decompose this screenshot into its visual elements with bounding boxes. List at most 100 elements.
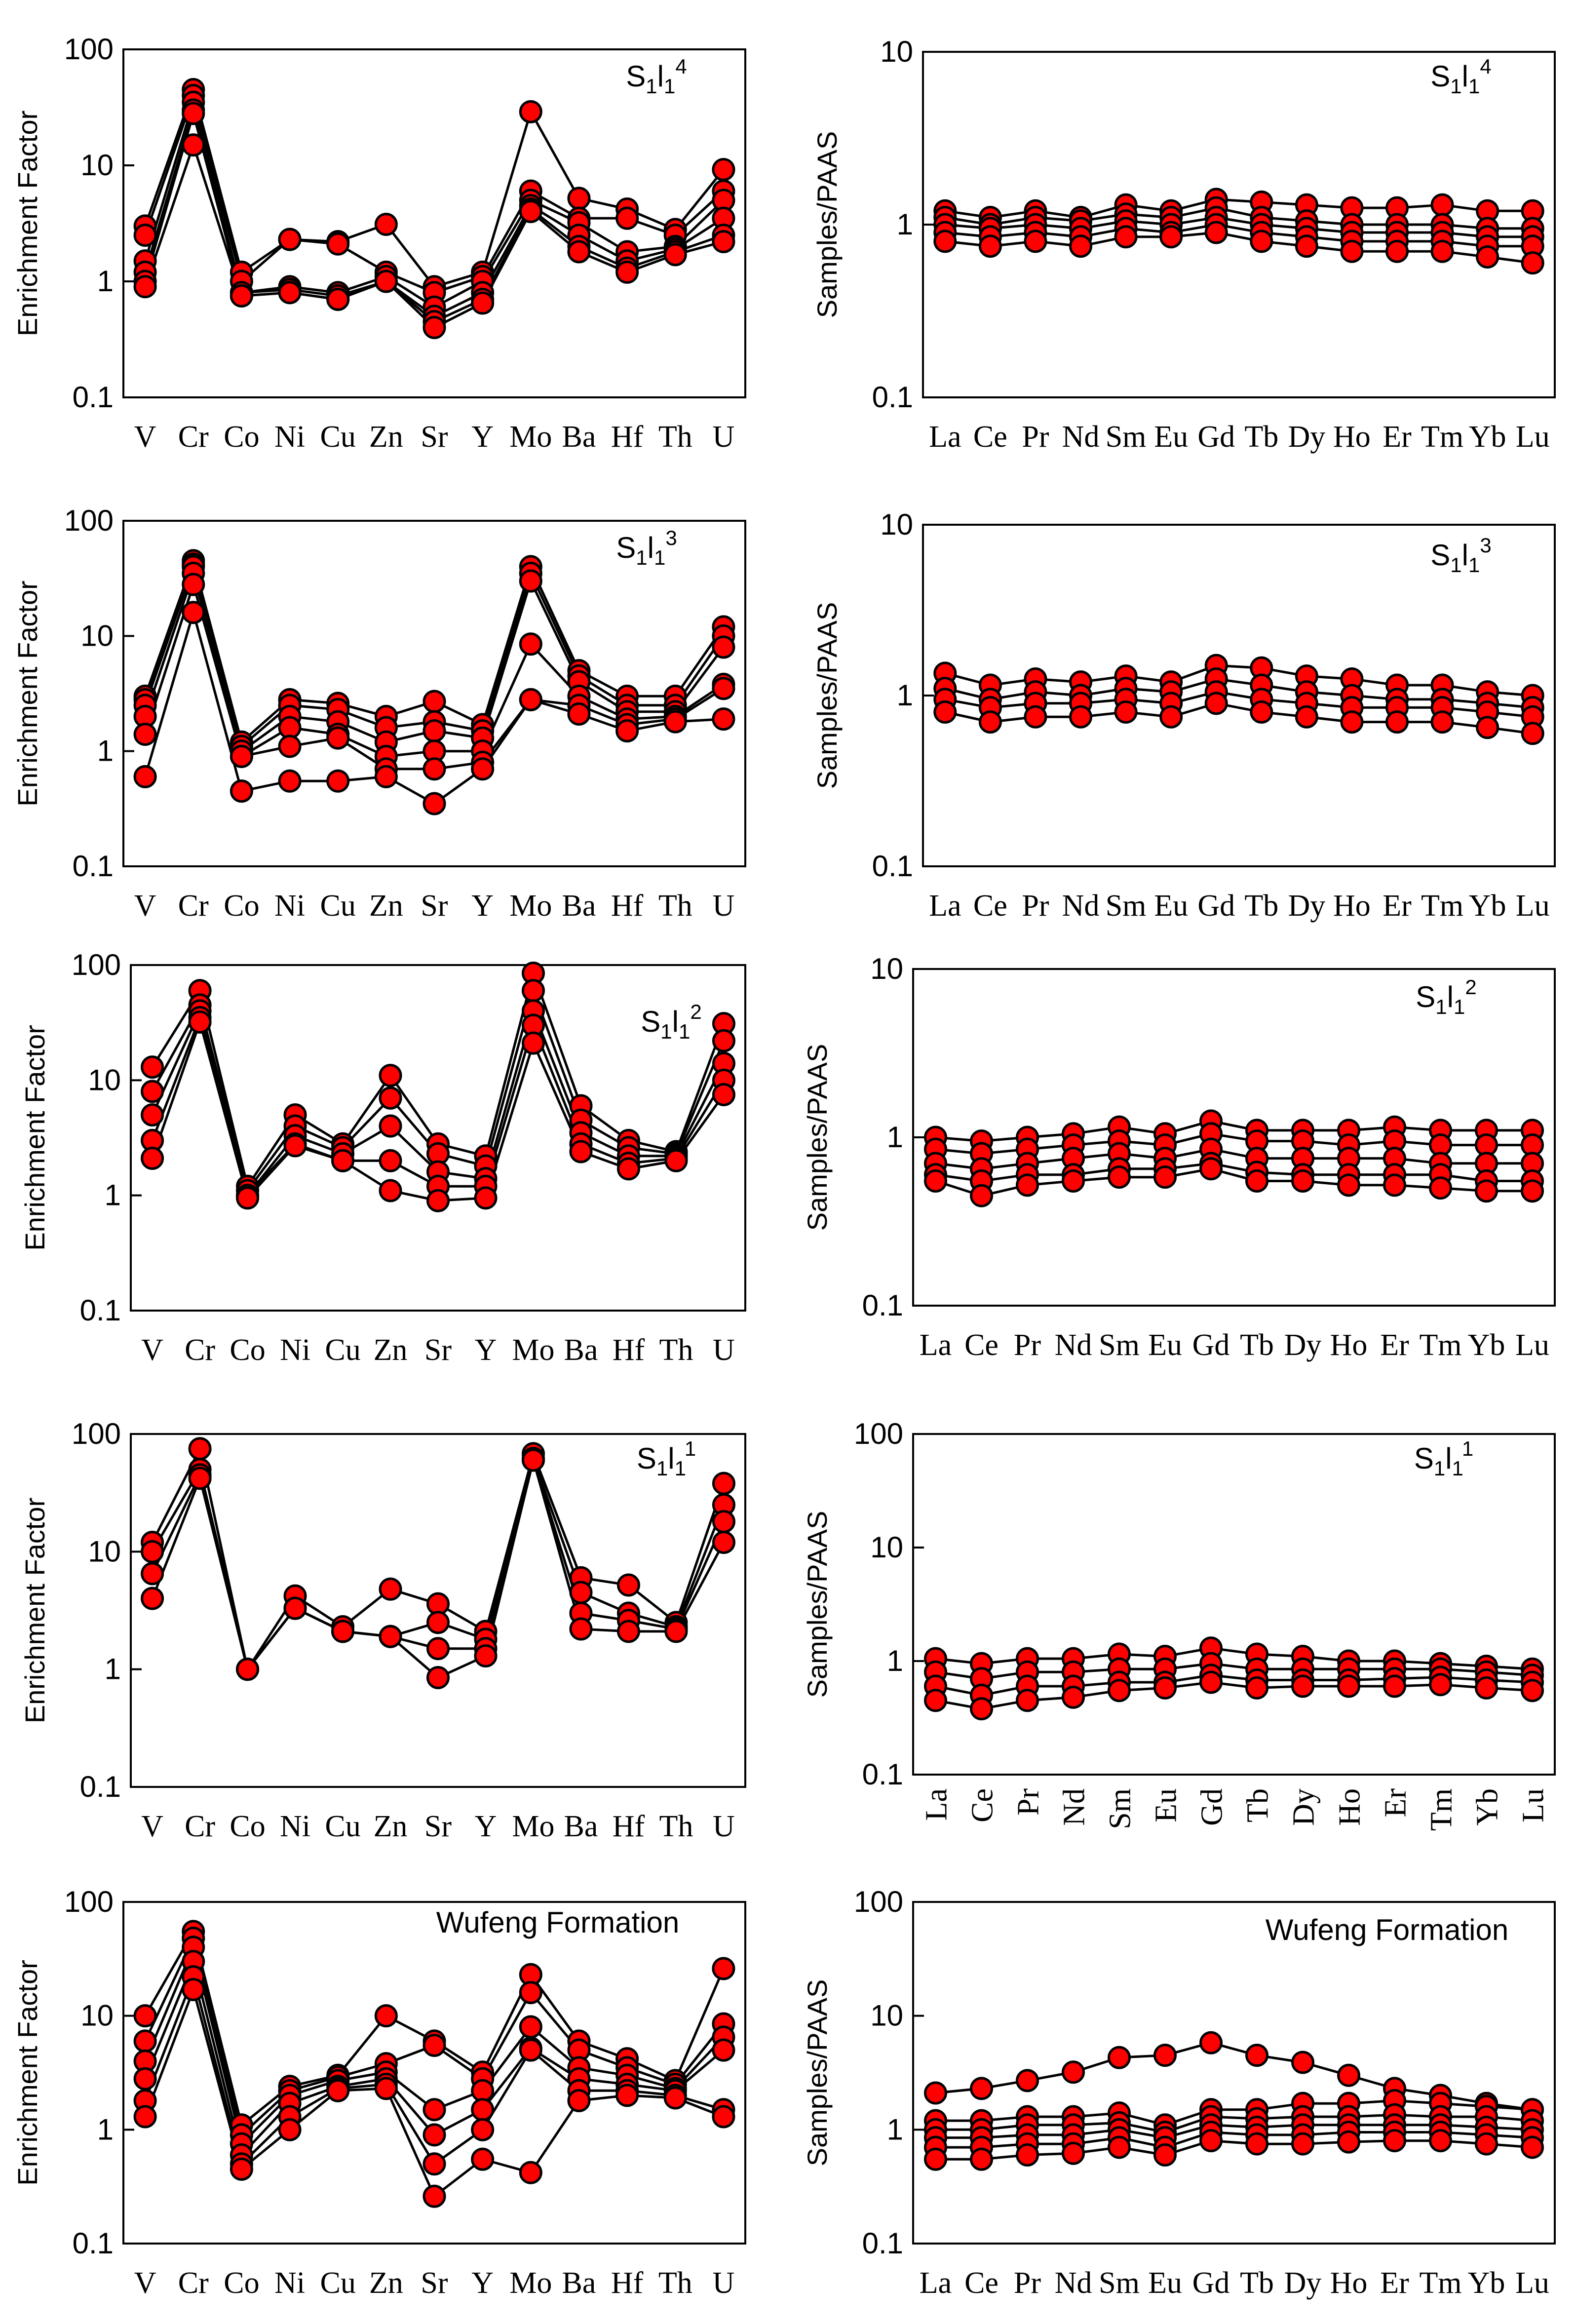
- data-point: [978, 234, 1002, 258]
- data-point: [519, 2038, 542, 2062]
- data-point: [616, 1573, 640, 1597]
- x-tick-label: Ba: [562, 2266, 596, 2300]
- x-tick-label: U: [713, 2266, 735, 2300]
- x-tick-label: Ce: [964, 1328, 999, 1362]
- x-tick-label: Ho: [1330, 2266, 1368, 2300]
- x-tick-label: Tb: [1241, 1788, 1275, 1822]
- x-tick-label: Sr: [424, 1810, 452, 1843]
- x-tick-label: V: [141, 1810, 163, 1843]
- data-point: [379, 1625, 402, 1648]
- y-tick-label: 100: [854, 1417, 903, 1450]
- y-axis-label: Enrichment Factor: [19, 1498, 50, 1724]
- data-point: [615, 206, 639, 230]
- panel-5: 0.1 1 10 100 Enrichment Factor V Cr Co Ni Cu Zn Sr Y…: [19, 948, 746, 1367]
- x-tick-label: Y: [471, 889, 494, 923]
- x-tick-label: Cr: [178, 889, 209, 923]
- data-point: [712, 1029, 735, 1052]
- data-point: [326, 726, 350, 750]
- y-tick-label: 10: [870, 1531, 903, 1564]
- data-point: [712, 677, 735, 700]
- data-point: [1153, 2044, 1177, 2067]
- y-tick-label: 10: [80, 619, 114, 652]
- data-point: [141, 1540, 164, 1563]
- data-point: [474, 1186, 498, 1210]
- data-point: [471, 2079, 495, 2102]
- plot-frame: [912, 1901, 1556, 2245]
- data-point: [423, 2123, 446, 2147]
- data-point: [1159, 705, 1183, 729]
- y-tick-label: 10: [88, 1535, 121, 1568]
- x-tick-label: Yb: [1469, 889, 1506, 923]
- y-tick-label: 1: [105, 1653, 121, 1686]
- x-tick-label: Ni: [280, 1333, 310, 1367]
- x-tick-label: Ho: [1333, 420, 1371, 454]
- x-tick-label: U: [713, 889, 735, 923]
- x-tick-label: Co: [230, 1333, 265, 1367]
- x-tick-label: Zn: [374, 1810, 408, 1843]
- data-point: [1340, 239, 1364, 263]
- panel-1: 0.1 1 10 100 Enrichment Factor V Cr Co Ni Cu Zn Sr Y…: [12, 33, 746, 454]
- plot-frame: [122, 1901, 746, 2245]
- data-point: [664, 1620, 688, 1643]
- data-point: [1430, 710, 1454, 734]
- x-tick-label: V: [134, 420, 156, 454]
- data-point: [616, 1620, 640, 1643]
- y-axis-label: Samples/PAAS: [802, 1979, 833, 2167]
- y-axis-label: Enrichment Factor: [12, 111, 43, 337]
- y-tick-label: 1: [97, 265, 114, 298]
- data-point: [567, 240, 591, 264]
- x-tick-label: Zn: [369, 420, 403, 454]
- data-point: [133, 275, 157, 299]
- data-point: [423, 690, 446, 713]
- data-point: [1429, 1176, 1452, 1200]
- x-tick-label: Nd: [1062, 889, 1100, 923]
- data-point: [423, 2098, 446, 2122]
- data-point: [133, 2029, 157, 2053]
- y-tick-label: 0.1: [872, 850, 913, 883]
- data-point: [374, 213, 398, 236]
- y-tick-label: 100: [64, 504, 114, 537]
- x-tick-label: La: [929, 889, 961, 923]
- panel-title: S1l14: [626, 55, 687, 98]
- x-tick-label: Cr: [178, 420, 209, 454]
- y-axis-label: Samples/PAAS: [802, 1044, 833, 1231]
- data-point: [278, 769, 302, 793]
- data-point: [1024, 705, 1047, 729]
- x-tick-label: Th: [659, 1333, 693, 1367]
- data-point: [1016, 1173, 1039, 1197]
- data-point: [182, 573, 205, 596]
- x-tick-label: Th: [658, 420, 692, 454]
- x-tick-label: Mo: [509, 2266, 552, 2300]
- data-point: [1199, 2031, 1223, 2054]
- data-point: [133, 765, 157, 788]
- panel-3: 0.1 1 10 100 Enrichment Factor V Cr Co Ni Cu Zn Sr Y…: [12, 504, 746, 923]
- x-tick-label: Pr: [1022, 889, 1049, 923]
- data-point: [379, 1179, 402, 1202]
- plot-frame: [122, 520, 746, 867]
- data-point: [1250, 700, 1273, 724]
- data-point: [924, 2147, 947, 2171]
- panel-4: 0.1 1 10 Samples/PAAS La Ce Pr Nd Sm Eu Gd Tb Dy Ho Er…: [811, 508, 1556, 923]
- data-point: [1337, 2063, 1360, 2087]
- x-tick-label: Th: [658, 2266, 692, 2300]
- data-point: [236, 1186, 260, 1210]
- x-tick-label: Co: [230, 1810, 265, 1843]
- y-tick-label: 100: [72, 1417, 121, 1450]
- x-tick-label: Eu: [1148, 1328, 1182, 1362]
- x-tick-label: Mo: [512, 1810, 554, 1843]
- x-tick-label: La: [920, 1788, 954, 1820]
- data-point: [519, 2015, 542, 2039]
- x-tick-label: Zn: [369, 2266, 403, 2300]
- data-point: [615, 719, 639, 743]
- y-tick-label: 1: [897, 208, 913, 241]
- x-tick-label: Zn: [374, 1333, 408, 1367]
- x-tick-label: Hf: [611, 420, 644, 454]
- data-point: [1062, 1169, 1085, 1193]
- x-tick-label: Dy: [1284, 1328, 1322, 1362]
- x-tick-label: Sm: [1106, 420, 1147, 454]
- data-point: [521, 1031, 545, 1055]
- data-point: [374, 270, 398, 293]
- x-tick-label: Tm: [1419, 1328, 1461, 1362]
- panel-title: S1l11: [637, 1437, 696, 1480]
- x-tick-label: Ba: [564, 1333, 598, 1367]
